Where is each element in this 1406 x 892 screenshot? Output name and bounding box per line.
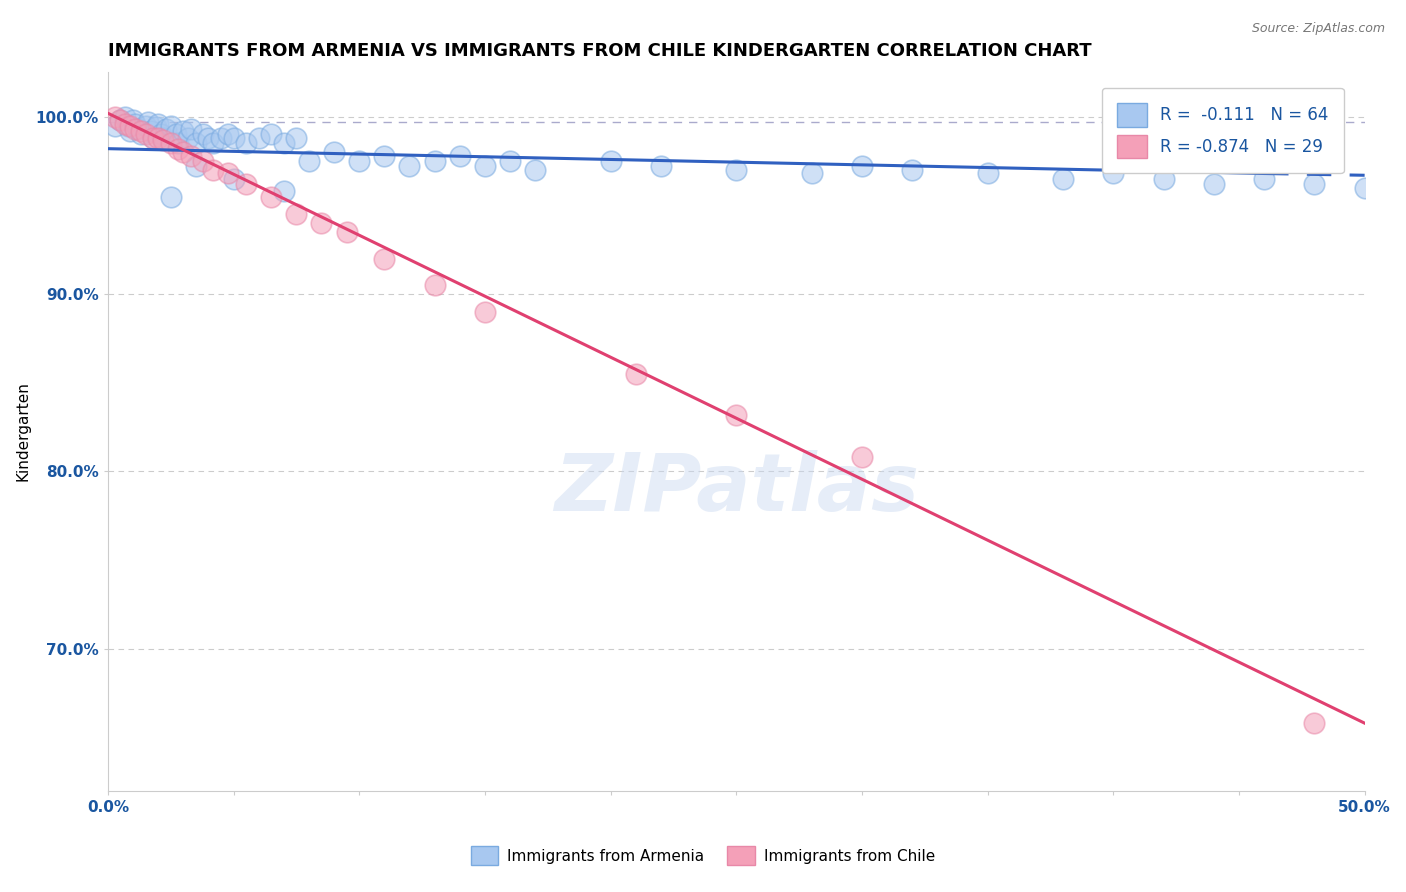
Point: [155, 122, 177, 136]
Point: [524, 163, 547, 178]
Point: [127, 122, 149, 136]
Text: IMMIGRANTS FROM ARMENIA VS IMMIGRANTS FROM CHILE KINDERGARTEN CORRELATION CHART: IMMIGRANTS FROM ARMENIA VS IMMIGRANTS FR…: [108, 42, 1091, 60]
Point: [122, 113, 145, 128]
Point: [976, 166, 998, 180]
Point: [117, 119, 139, 133]
Point: [347, 154, 370, 169]
Point: [398, 160, 420, 174]
Point: [1102, 166, 1125, 180]
Point: [650, 160, 672, 174]
Point: [273, 184, 295, 198]
Point: [110, 113, 132, 128]
Point: [124, 122, 146, 136]
Point: [159, 189, 181, 203]
Point: [149, 128, 172, 142]
Point: [474, 160, 496, 174]
Point: [222, 131, 245, 145]
Point: [197, 131, 219, 145]
Point: [110, 113, 132, 128]
Point: [260, 128, 283, 142]
Point: [1202, 177, 1225, 191]
Point: [135, 128, 157, 142]
Point: [135, 119, 157, 133]
Y-axis label: Kindergarten: Kindergarten: [15, 382, 30, 482]
Point: [235, 136, 257, 151]
Point: [114, 117, 136, 131]
Point: [152, 131, 174, 145]
Point: [260, 189, 283, 203]
Point: [423, 154, 446, 169]
Point: [146, 131, 169, 145]
Legend: Immigrants from Armenia, Immigrants from Chile: Immigrants from Armenia, Immigrants from…: [464, 840, 942, 871]
Point: [218, 128, 240, 142]
Point: [193, 128, 215, 142]
Point: [152, 133, 174, 147]
Point: [146, 117, 169, 131]
Point: [599, 154, 621, 169]
Point: [114, 110, 136, 124]
Point: [273, 136, 295, 151]
Point: [218, 166, 240, 180]
Point: [449, 149, 471, 163]
Point: [120, 119, 142, 133]
Point: [193, 154, 215, 169]
Point: [165, 128, 187, 142]
Point: [323, 145, 346, 160]
Text: ZIPatlas: ZIPatlas: [554, 450, 918, 528]
Point: [474, 305, 496, 319]
Point: [725, 163, 748, 178]
Point: [202, 163, 225, 178]
Point: [423, 278, 446, 293]
Point: [1052, 171, 1074, 186]
Point: [167, 142, 190, 156]
Point: [1303, 716, 1326, 731]
Point: [499, 154, 522, 169]
Point: [172, 124, 194, 138]
Point: [298, 154, 321, 169]
Point: [311, 216, 333, 230]
Point: [1153, 171, 1175, 186]
Point: [159, 119, 181, 133]
Point: [851, 450, 873, 465]
Point: [901, 163, 924, 178]
Point: [145, 120, 167, 135]
Point: [136, 115, 159, 129]
Point: [285, 131, 308, 145]
Point: [172, 145, 194, 160]
Point: [1253, 171, 1275, 186]
Text: Source: ZipAtlas.com: Source: ZipAtlas.com: [1251, 22, 1385, 36]
Point: [800, 166, 823, 180]
Point: [104, 119, 127, 133]
Point: [202, 136, 225, 151]
Point: [373, 252, 395, 266]
Point: [129, 128, 152, 142]
Point: [184, 136, 207, 151]
Point: [142, 131, 165, 145]
Point: [180, 122, 202, 136]
Point: [184, 160, 207, 174]
Point: [209, 131, 232, 145]
Point: [120, 124, 142, 138]
Point: [247, 131, 270, 145]
Point: [159, 136, 181, 151]
Point: [336, 225, 359, 239]
Point: [222, 171, 245, 186]
Point: [624, 367, 647, 381]
Legend: R =  -0.111   N = 64, R = -0.874   N = 29: R = -0.111 N = 64, R = -0.874 N = 29: [1102, 88, 1344, 173]
Point: [851, 160, 873, 174]
Point: [235, 177, 257, 191]
Point: [129, 124, 152, 138]
Point: [1303, 177, 1326, 191]
Point: [180, 149, 202, 163]
Point: [104, 110, 127, 124]
Point: [177, 131, 200, 145]
Point: [124, 117, 146, 131]
Point: [167, 136, 190, 151]
Point: [142, 131, 165, 145]
Point: [1354, 180, 1376, 194]
Point: [139, 124, 162, 138]
Point: [373, 149, 395, 163]
Point: [725, 408, 748, 422]
Point: [285, 207, 308, 221]
